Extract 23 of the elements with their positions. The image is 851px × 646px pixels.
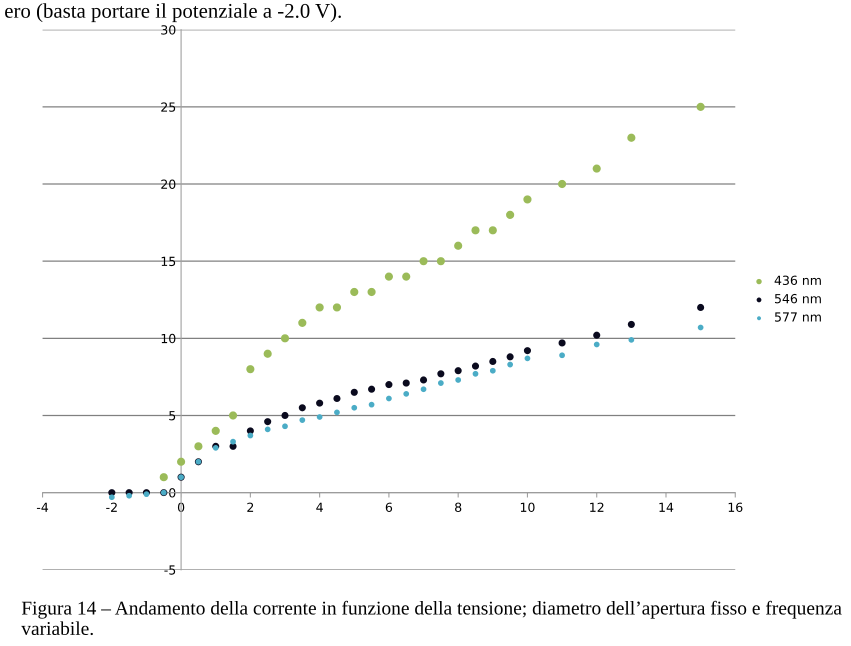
legend-label: 436 nm (774, 276, 821, 286)
x-tick-label: 10 (520, 502, 535, 512)
x-tick-label: 16 (728, 502, 742, 512)
y-tick-label: 25 (161, 102, 176, 112)
x-tick-label: -4 (36, 502, 48, 512)
x-tick-label: 4 (316, 502, 323, 512)
y-tick-label: 30 (161, 25, 176, 35)
x-tick-label: 2 (247, 502, 254, 512)
x-tick-label: 14 (659, 502, 674, 512)
y-tick-label: 15 (162, 256, 176, 266)
x-tick-label: -2 (106, 502, 117, 512)
y-tick-label: -5 (164, 565, 176, 575)
y-tick-label: 10 (162, 334, 176, 344)
x-tick-label: 12 (590, 502, 604, 512)
x-tick-label: 8 (455, 502, 462, 512)
text: ero (basta portare il potenziale a -2.0 V). (5, 3, 341, 22)
x-tick-label: 0 (178, 502, 184, 512)
y-tick-label: 5 (169, 411, 176, 420)
y-tick-label: 20 (161, 179, 176, 189)
legend-label: 577 nm (774, 312, 821, 322)
x-tick-label: 6 (386, 502, 392, 512)
legend-label: 546 nm (774, 294, 821, 304)
text: Figura 14 – Andamento della corrente in funzione della tensione; diametro dell’apertura fisso e frequenza variabile. (21, 600, 842, 636)
